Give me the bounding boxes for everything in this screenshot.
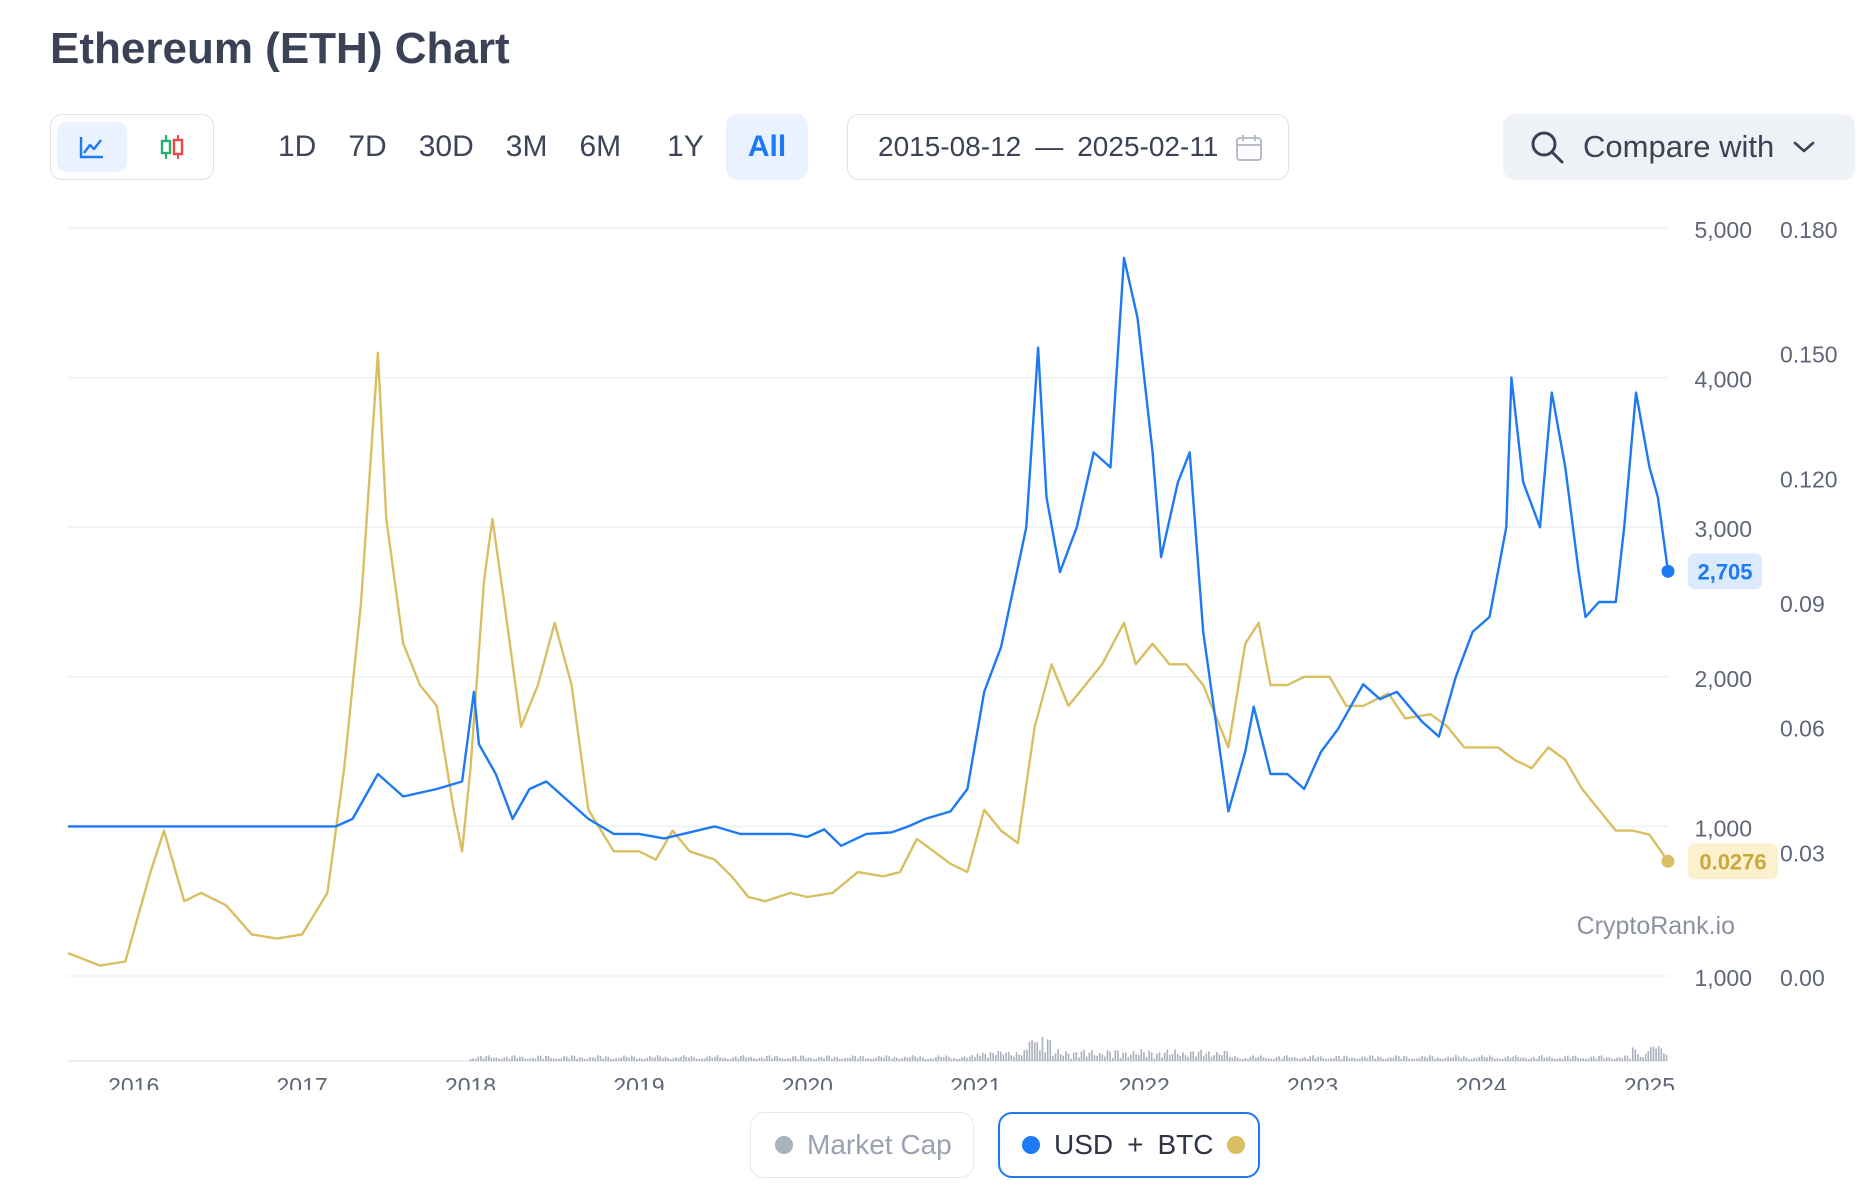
- x-tick-label: 2016: [108, 1073, 159, 1090]
- y-left-tick-label: 1,000: [1694, 815, 1752, 841]
- candlestick-chart-button[interactable]: [137, 122, 207, 172]
- y-right-tick-label: 0.09: [1780, 591, 1825, 617]
- usd-label: USD: [1054, 1129, 1114, 1160]
- btc-last-value: 0.0276: [1699, 849, 1766, 874]
- x-tick-label: 2020: [782, 1073, 833, 1090]
- line-chart-button[interactable]: [57, 122, 127, 172]
- market-cap-label: Market Cap: [807, 1129, 952, 1160]
- btc-last-badge: [1688, 843, 1778, 880]
- btc-series-line: [67, 351, 1669, 967]
- x-tick-label: 2022: [1119, 1073, 1170, 1090]
- calendar-icon: [1236, 135, 1262, 161]
- range-7d[interactable]: 7D: [348, 130, 387, 163]
- date-to: 2025-02-11: [1077, 131, 1219, 162]
- btc-last-point: [1661, 854, 1675, 868]
- date-from: 2015-08-12: [878, 131, 1022, 162]
- chart-toolbar: 1D 7D 30D 3M 6M 1Y All 2015-08-12 — 2025…: [0, 112, 1866, 182]
- range-3m[interactable]: 3M: [505, 130, 548, 163]
- compare-with-label: Compare with: [1583, 129, 1775, 164]
- y-left-tick-label: 4,000: [1694, 367, 1752, 393]
- x-tick-label: 2021: [950, 1073, 1001, 1090]
- time-range-selector: 1D 7D 30D 3M 6M 1Y All: [262, 114, 809, 180]
- range-6m[interactable]: 6M: [579, 130, 622, 163]
- page-title: Ethereum (ETH) Chart: [50, 24, 510, 73]
- usd-last-badge: [1688, 553, 1762, 590]
- btc-label: BTC: [1157, 1129, 1214, 1160]
- usd-series-line: [68, 256, 1670, 847]
- x-tick-label: 2017: [277, 1073, 328, 1090]
- y-left-tick-label: 3,000: [1694, 516, 1752, 542]
- y-right-tick-label: 0.180: [1780, 217, 1838, 243]
- candlestick-icon: [160, 135, 184, 159]
- chevron-down-icon: [1793, 141, 1815, 153]
- market-cap-dot: [775, 1136, 793, 1154]
- x-tick-label: 2025: [1624, 1073, 1675, 1090]
- watermark-text: CryptoRank.io: [1577, 912, 1735, 940]
- y-left-tick-label: 2,000: [1694, 666, 1752, 692]
- legend-market-cap[interactable]: Market Cap: [750, 1112, 974, 1178]
- y-right-tick-label: 0.06: [1780, 716, 1825, 742]
- legend-usd-btc[interactable]: USD + BTC: [998, 1112, 1260, 1178]
- usd-dot: [1022, 1136, 1040, 1154]
- compare-with-dropdown[interactable]: Compare with: [1503, 114, 1855, 180]
- y-right-tick-label: 0.150: [1780, 342, 1838, 368]
- plus-sign: +: [1127, 1129, 1144, 1160]
- range-all[interactable]: All: [725, 114, 809, 180]
- chart-type-toggle: [50, 114, 214, 180]
- date-separator: —: [1035, 131, 1064, 162]
- range-1d[interactable]: 1D: [278, 130, 317, 163]
- line-chart-icon: [79, 137, 103, 159]
- search-icon: [1531, 131, 1564, 164]
- volume-bars: [469, 1037, 1668, 1061]
- range-1y[interactable]: 1Y: [667, 130, 704, 163]
- range-30d[interactable]: 30D: [418, 130, 474, 163]
- price-chart[interactable]: CryptoRank.io 1,000 1,000 2,000 3,000 4,000 5…: [0, 210, 1866, 1090]
- date-range-picker[interactable]: 2015-08-12 — 2025-02-11: [847, 114, 1289, 180]
- y-left-tick-label: 5,000: [1694, 217, 1752, 243]
- x-tick-label: 2024: [1455, 1073, 1506, 1090]
- btc-dot: [1227, 1136, 1246, 1154]
- y-right-tick-label: 0.03: [1780, 840, 1825, 866]
- usd-last-point: [1661, 564, 1675, 578]
- usd-last-value: 2,705: [1697, 559, 1752, 584]
- x-tick-label: 2023: [1287, 1073, 1338, 1090]
- y-right-tick-label: 0.00: [1780, 965, 1825, 991]
- y-left-tick-label: 1,000: [1694, 965, 1752, 991]
- x-tick-label: 2018: [445, 1073, 496, 1090]
- y-right-tick-label: 0.120: [1780, 466, 1838, 492]
- x-tick-label: 2019: [613, 1073, 664, 1090]
